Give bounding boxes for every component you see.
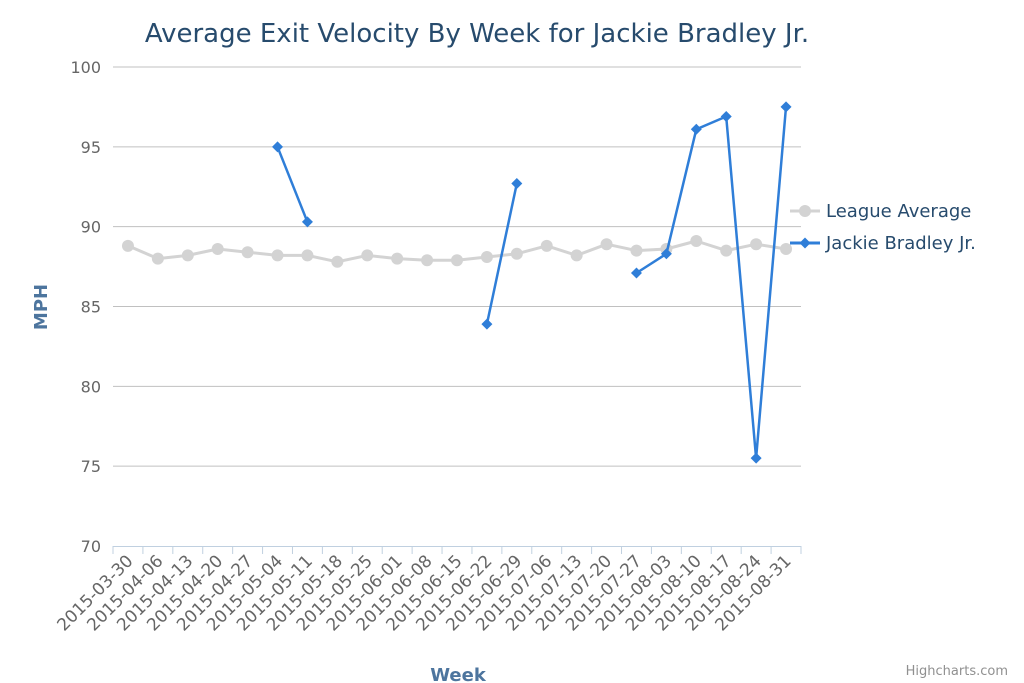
y-tick-label: 95 <box>81 138 101 157</box>
legend-item[interactable]: League Average <box>790 201 971 222</box>
y-tick-label: 70 <box>81 537 101 556</box>
data-point[interactable] <box>181 249 194 262</box>
legend-label: League Average <box>826 201 971 222</box>
data-point[interactable] <box>391 252 404 265</box>
legend-label: Jackie Bradley Jr. <box>825 233 976 254</box>
legend-item[interactable]: Jackie Bradley Jr. <box>790 233 976 254</box>
data-point[interactable] <box>690 123 702 135</box>
y-tick-label: 75 <box>81 457 101 476</box>
y-tick-label: 90 <box>81 218 101 237</box>
data-point[interactable] <box>511 178 523 190</box>
data-point[interactable] <box>750 452 762 464</box>
data-point[interactable] <box>660 248 672 260</box>
x-axis: 2015-03-302015-04-062015-04-132015-04-20… <box>53 546 802 635</box>
y-axis-title: MPH <box>31 284 52 330</box>
data-point[interactable] <box>331 255 344 268</box>
data-point[interactable] <box>720 244 733 257</box>
y-tick-label: 85 <box>81 298 101 317</box>
data-point[interactable] <box>600 238 613 251</box>
data-point[interactable] <box>481 318 493 330</box>
series-line <box>485 183 519 325</box>
legend-symbol-marker <box>799 237 811 249</box>
data-point[interactable] <box>421 254 434 267</box>
y-axis-ticks: 70 75 80 85 90 95 100 <box>70 58 101 556</box>
data-point[interactable] <box>690 235 703 248</box>
data-point[interactable] <box>451 254 463 267</box>
data-point[interactable] <box>630 267 642 279</box>
data-point[interactable] <box>241 246 254 259</box>
data-point[interactable] <box>151 252 164 265</box>
data-point[interactable] <box>570 249 583 262</box>
y-tick-label: 80 <box>81 377 101 396</box>
data-point[interactable] <box>121 239 134 252</box>
data-point[interactable] <box>630 244 643 257</box>
data-point[interactable] <box>211 243 224 256</box>
credits-link[interactable]: Highcharts.com <box>906 664 1008 679</box>
data-point[interactable] <box>780 101 792 113</box>
data-point[interactable] <box>361 249 374 262</box>
data-point[interactable] <box>272 141 284 153</box>
data-point[interactable] <box>750 238 763 251</box>
series-line <box>635 106 788 460</box>
data-point[interactable] <box>271 249 284 262</box>
data-point[interactable] <box>540 239 553 252</box>
legend-symbol-marker <box>799 205 811 217</box>
grid-lines <box>113 66 801 467</box>
data-point[interactable] <box>301 216 313 228</box>
series-layer <box>121 101 793 464</box>
data-point[interactable] <box>480 251 493 264</box>
data-point[interactable] <box>510 247 523 260</box>
x-axis-title: Week <box>430 665 487 683</box>
chart-title: Average Exit Velocity By Week for Jackie… <box>145 19 809 49</box>
legend[interactable]: League Average Jackie Bradley Jr. <box>790 201 976 254</box>
data-point[interactable] <box>301 249 314 262</box>
data-point[interactable] <box>720 110 732 122</box>
y-tick-label: 100 <box>70 58 101 77</box>
data-point[interactable] <box>780 243 793 256</box>
series-line <box>276 146 309 223</box>
